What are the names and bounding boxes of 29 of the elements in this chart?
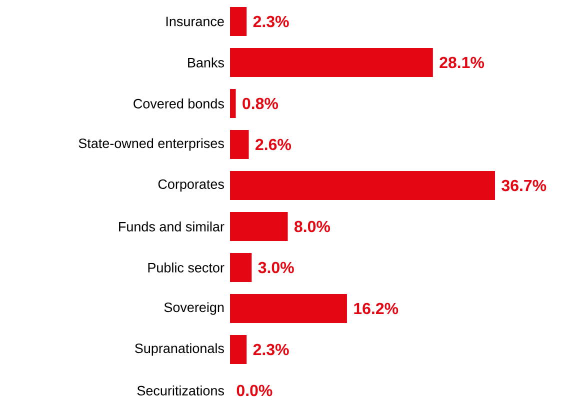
data-label: 0.8% [242,98,278,110]
data-label: 2.6% [256,138,292,150]
y-tick-label: Covered bonds [134,98,224,108]
y-tick-label: Corporates [158,179,224,192]
bar [230,7,247,36]
y-tick-label: Public sector [148,262,224,272]
y-tick-label: Sovereign [164,302,224,315]
y-tick-label: Supranationals [135,343,224,356]
data-label: 2.3% [253,344,289,356]
y-tick-label: Funds and similar [119,222,224,232]
data-label: 0.0% [236,384,272,396]
bar [230,48,433,78]
data-label: 16.2% [354,302,398,314]
data-label: 8.0% [294,220,330,232]
bar [230,335,247,364]
bar [230,253,252,282]
y-tick-label: Insurance [166,16,224,26]
bar [230,294,347,324]
data-label: 3.0% [258,262,294,274]
bar [230,130,249,160]
bar [230,171,496,200]
data-label: 36.7% [502,180,546,192]
y-tick-label: State-owned enterprises [78,138,224,151]
y-tick-label: Securitizations [137,386,224,396]
data-label: 2.3% [253,16,289,28]
bar [230,212,288,242]
bar [230,89,236,118]
data-label: 28.1% [440,56,484,68]
y-tick-label: Banks [188,58,224,68]
